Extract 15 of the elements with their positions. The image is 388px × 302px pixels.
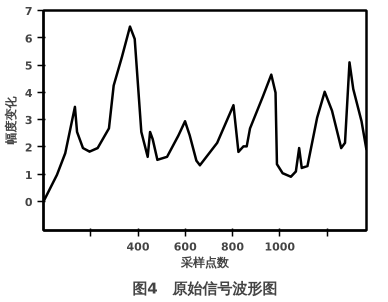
x-tick-label: 800 [221,240,244,254]
y-tick-label: 0 [24,196,33,210]
y-axis-title: 幅度变化 [4,96,18,144]
y-tick-label: 3 [24,114,32,128]
x-tick-label: 1000 [264,240,296,254]
y-tick-label: 6 [24,32,33,46]
x-tick-label: 400 [126,240,150,254]
x-axis-title: 采样点数 [180,256,230,270]
y-tick-label: 2 [24,141,32,154]
text: 图4 原始信号波形图 [132,280,278,298]
y-tick-label: 4 [24,86,33,100]
y-tick-label: 5 [24,60,32,73]
x-tick-label: 600 [174,240,198,254]
y-tick-label: 7 [24,5,32,18]
y-tick-label: 1 [24,168,32,182]
